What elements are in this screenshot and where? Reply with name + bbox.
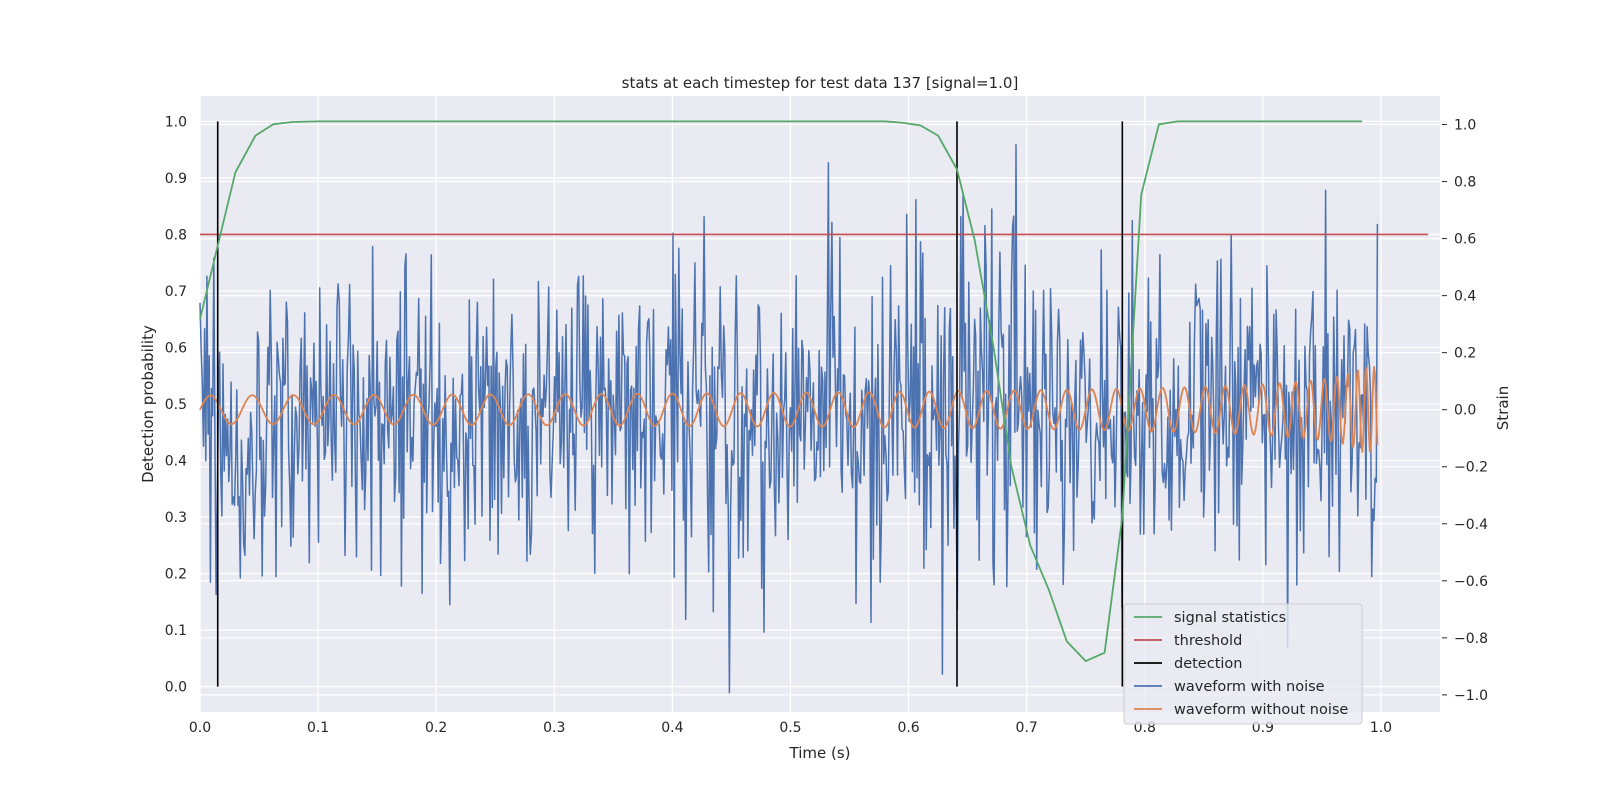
legend: signal statistics threshold detection wa… [1123, 603, 1363, 725]
y-axis-left-label: Detection probability [139, 325, 157, 483]
series-layer [199, 120, 1429, 694]
y-right-tick-label: −0.4 [1454, 517, 1488, 533]
y-right-tick-label: 0.6 [1454, 232, 1476, 248]
y-axis-right-label: Strain [1494, 386, 1512, 430]
x-tick-label: 1.0 [1370, 720, 1392, 736]
x-tick-label: 0.3 [543, 720, 565, 736]
y-left-tick-label: 0.6 [165, 340, 187, 356]
signal-statistics-line [199, 120, 1363, 662]
y-left-tick-label: 0.8 [165, 227, 187, 243]
x-axis-label: Time (s) [789, 744, 851, 762]
chart-title: stats at each timestep for test data 137… [622, 74, 1019, 92]
x-tick-label: 0.6 [897, 720, 919, 736]
y-left-tick-label: 0.0 [165, 680, 187, 696]
y-left-tick-label: 0.1 [165, 623, 187, 639]
y-left-tick-label: 0.3 [165, 510, 187, 526]
y-right-tick-label: 0.8 [1454, 175, 1476, 191]
y-right-tick-label: 0.2 [1454, 346, 1476, 362]
x-tick-label: 0.4 [661, 720, 683, 736]
y-left-tick-label: 0.2 [165, 567, 187, 583]
legend-label-detection: detection [1174, 656, 1242, 672]
legend-box [1123, 603, 1363, 725]
y-left-tick-label: 0.9 [165, 171, 187, 187]
legend-label-waveform-with-noise: waveform with noise [1174, 679, 1325, 695]
y-right-tick-label: 1.0 [1454, 118, 1476, 134]
y-right-tick-label: 0.0 [1454, 403, 1476, 419]
x-tick-label: 0.1 [307, 720, 329, 736]
y-left-tick-label: 0.5 [165, 397, 187, 413]
x-tick-label: 0.5 [779, 720, 801, 736]
waveform-with-noise-line [199, 143, 1379, 694]
y-left-tick-label: 1.0 [165, 114, 187, 130]
y-left-tick-label: 0.7 [165, 284, 187, 300]
y-right-tick-label: −0.8 [1454, 631, 1488, 647]
waveform-without-noise-line [199, 365, 1379, 453]
x-tick-label: 0.0 [189, 720, 211, 736]
legend-label-waveform-without-noise: waveform without noise [1174, 702, 1348, 718]
tick-labels: 0.0 0.1 0.2 0.3 0.4 0.5 0.6 0.7 0.8 0.9 1.0 0.0 0.1 0… [165, 114, 1488, 736]
legend-label-threshold: threshold [1174, 633, 1242, 649]
x-tick-label: 0.2 [425, 720, 447, 736]
x-tick-label: 0.7 [1016, 720, 1038, 736]
y-right-tick-label: −1.0 [1454, 688, 1488, 704]
y-right-tick-label: 0.4 [1454, 289, 1476, 305]
y-right-tick-label: −0.2 [1454, 460, 1488, 476]
legend-label-signal-statistics: signal statistics [1174, 610, 1286, 626]
y-right-tick-label: −0.6 [1454, 574, 1488, 590]
y-left-tick-label: 0.4 [165, 454, 187, 470]
